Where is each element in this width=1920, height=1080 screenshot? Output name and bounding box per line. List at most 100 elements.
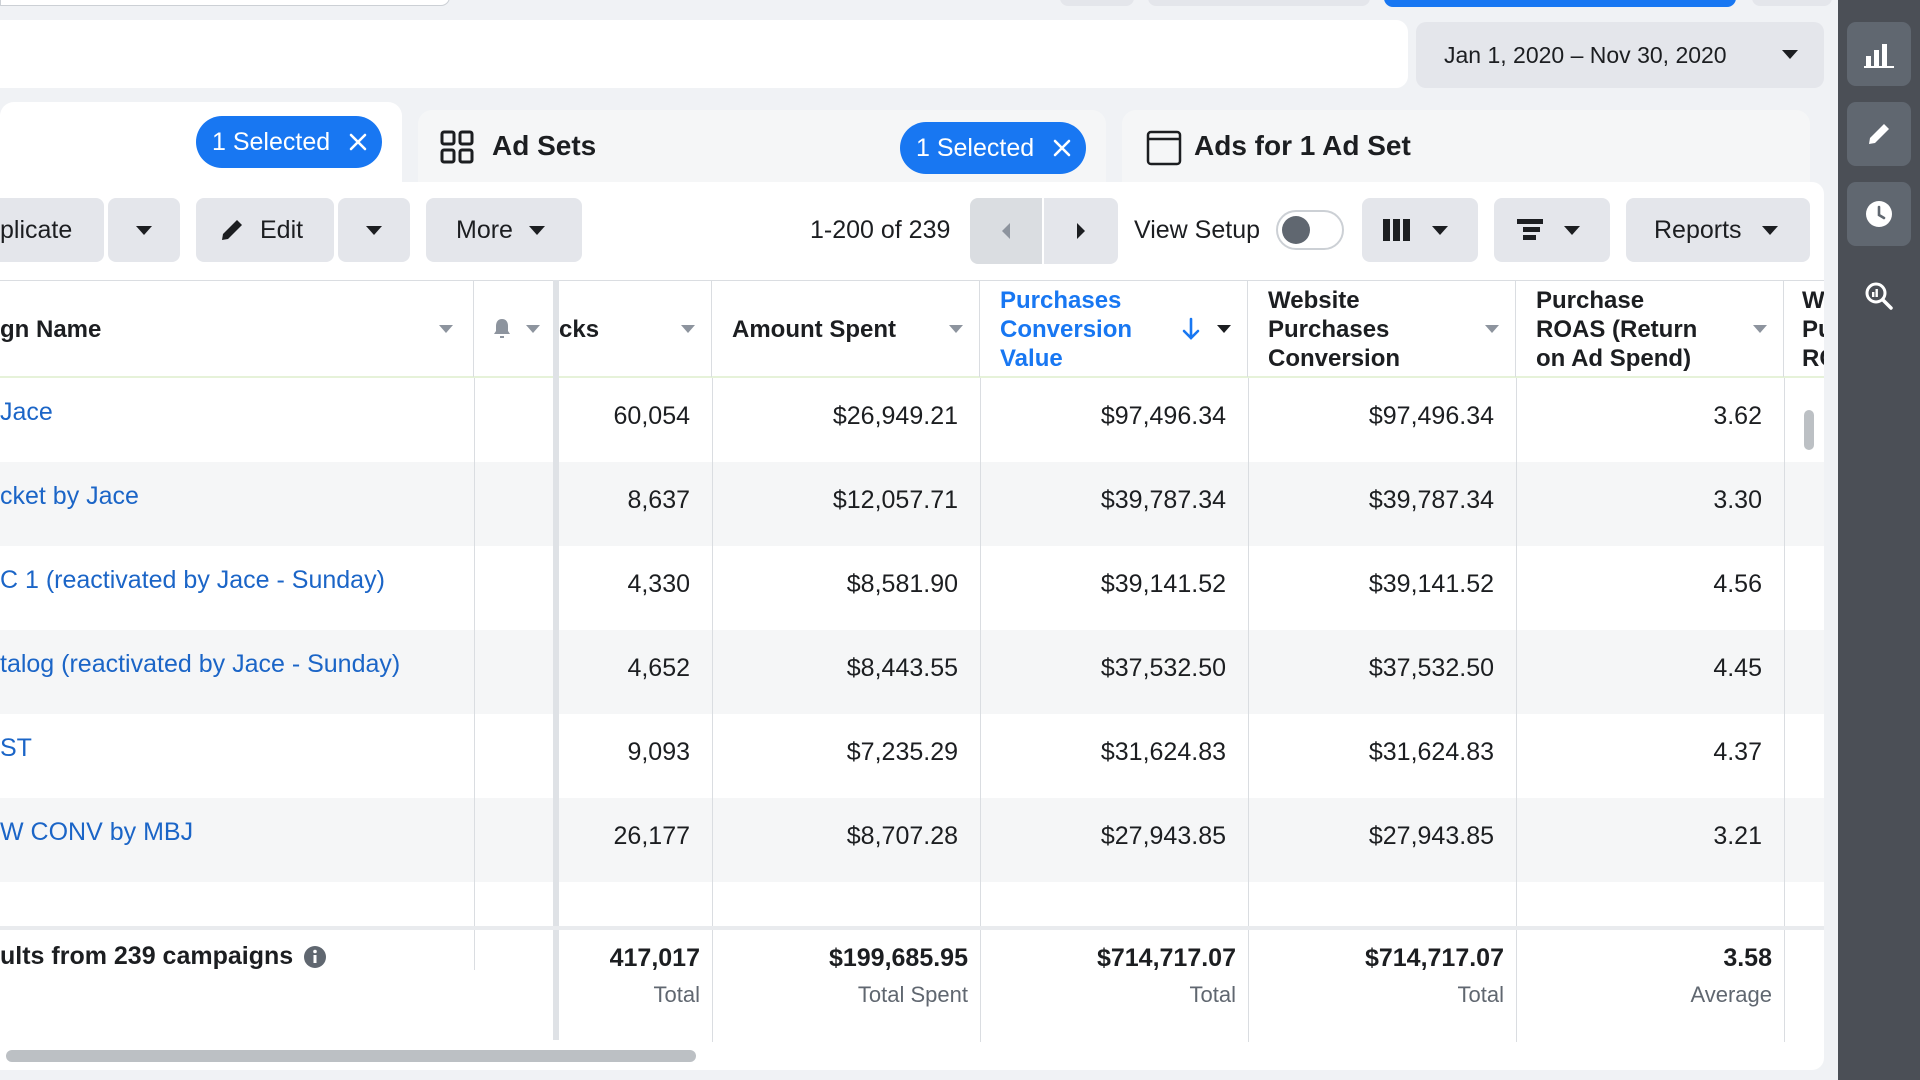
footer-clicks-total: 417,017 <box>609 944 700 972</box>
previous-page-button[interactable] <box>970 198 1042 264</box>
chevron-down-icon <box>1761 225 1778 235</box>
columns-button[interactable] <box>1362 198 1478 262</box>
campaign-name-link[interactable]: talog (reactivated by Jace - Sunday) <box>0 650 401 678</box>
more-button[interactable]: More <box>426 198 582 262</box>
column-header-amount-spent[interactable]: Amount Spent <box>712 281 980 377</box>
footer-divider <box>0 926 1824 930</box>
search-filter-bar[interactable] <box>0 20 1408 88</box>
cell-purchases-conversion-value: $39,787.34 <box>1100 486 1226 514</box>
frozen-column-divider[interactable] <box>553 280 559 1040</box>
column-header-label: gn Name <box>0 315 102 343</box>
duplicate-label: plicate <box>0 215 73 244</box>
column-header-delivery[interactable] <box>474 281 554 377</box>
tab-campaigns[interactable]: 1 Selected <box>0 102 402 184</box>
sort-descending-icon[interactable] <box>1182 317 1200 341</box>
sort-dropdown-icon[interactable] <box>1485 325 1499 333</box>
column-header-purchase-roas[interactable]: Purchase ROAS (Return on Ad Spend) <box>1516 281 1784 377</box>
duplicate-dropdown-button[interactable] <box>108 198 180 262</box>
sort-dropdown-icon[interactable] <box>681 325 695 333</box>
column-header-purchases-conversion-value[interactable]: Purchases Conversion Value <box>980 281 1248 377</box>
footer-web-conv-total: $714,717.07 <box>1364 944 1504 972</box>
ad-frame-icon <box>1146 130 1182 166</box>
ad-sets-selected-pill[interactable]: 1 Selected <box>900 122 1087 174</box>
edit-dropdown-button[interactable] <box>338 198 410 262</box>
top-button-4[interactable] <box>1752 0 1832 6</box>
table-row[interactable]: cket by Jace 8,637 $12,057.71 $39,787.34 $39… <box>0 462 1824 546</box>
date-range-picker[interactable]: Jan 1, 2020 – Nov 30, 2020 <box>1416 22 1824 88</box>
breakdown-icon <box>1517 219 1543 240</box>
campaign-name-link[interactable]: Jace <box>0 398 53 426</box>
campaign-name-link[interactable]: W CONV by MBJ <box>0 818 194 846</box>
footer-roas-average: 3.58 <box>1723 944 1772 972</box>
edit-panel-button[interactable] <box>1847 102 1911 166</box>
cell-website-purchases-conversion: $27,943.85 <box>1368 822 1494 850</box>
cell-purchases-conversion-value: $27,943.85 <box>1100 822 1226 850</box>
reports-label: Reports <box>1654 215 1742 244</box>
campaign-name-link[interactable]: ST <box>0 734 32 762</box>
column-header-extra[interactable]: W Pu RC <box>1784 281 1824 377</box>
chevron-left-icon <box>1002 223 1010 239</box>
table-row[interactable]: talog (reactivated by Jace - Sunday) 4,65… <box>0 630 1824 714</box>
breakdown-button[interactable] <box>1494 198 1610 262</box>
top-primary-button[interactable] <box>1384 0 1736 7</box>
edit-button[interactable]: Edit <box>196 198 334 262</box>
info-icon[interactable] <box>303 945 327 969</box>
duplicate-button[interactable]: plicate <box>0 198 104 262</box>
next-page-button[interactable] <box>1044 198 1118 264</box>
column-header-website-purchases-conversion[interactable]: Website Purchases Conversion <box>1248 281 1516 377</box>
cell-purchase-roas: 3.21 <box>1713 822 1762 850</box>
charts-button[interactable] <box>1847 22 1911 86</box>
inspect-button[interactable] <box>1847 264 1911 328</box>
cell-clicks: 9,093 <box>627 738 690 766</box>
column-divider <box>474 378 475 970</box>
chevron-down-icon <box>1564 225 1580 235</box>
cell-website-purchases-conversion: $39,141.52 <box>1368 570 1494 598</box>
selected-count-label: 1 Selected <box>212 127 331 156</box>
close-icon[interactable] <box>348 132 368 152</box>
table-row[interactable]: ST 9,093 $7,235.29 $31,624.83 $31,624.83 4.37 <box>0 714 1824 798</box>
view-setup-toggle[interactable] <box>1276 210 1344 250</box>
campaign-name-link[interactable]: C 1 (reactivated by Jace - Sunday) <box>0 566 385 594</box>
column-header-label: cks <box>559 315 600 343</box>
tab-ads-title: Ads for 1 Ad Set <box>1194 130 1411 161</box>
campaign-name-link[interactable]: cket by Jace <box>0 482 139 510</box>
close-icon[interactable] <box>1052 138 1072 158</box>
tab-ads[interactable]: Ads for 1 Ad Set <box>1122 110 1810 184</box>
cell-clicks: 26,177 <box>613 822 690 850</box>
clock-icon <box>1866 201 1892 227</box>
sort-dropdown-icon[interactable] <box>1753 325 1767 333</box>
footer-summary-label: ults from 239 campaigns <box>0 942 294 970</box>
campaigns-selected-pill[interactable]: 1 Selected <box>196 116 383 168</box>
column-header-name[interactable]: gn Name <box>0 281 474 377</box>
top-button-2[interactable] <box>1148 0 1370 6</box>
table-row[interactable]: W CONV by MBJ 26,177 $8,707.28 $27,943.85 $2… <box>0 798 1824 882</box>
column-divider <box>712 378 713 1042</box>
column-header-clicks[interactable]: cks <box>559 281 712 377</box>
table-row[interactable] <box>0 882 1824 926</box>
pencil-icon <box>222 220 242 240</box>
top-button-1[interactable] <box>1060 0 1134 6</box>
sort-dropdown-icon[interactable] <box>1217 325 1231 333</box>
chevron-down-icon <box>528 225 545 235</box>
table-row[interactable]: Jace 60,054 $26,949.21 $97,496.34 $97,496.34… <box>0 378 1824 462</box>
horizontal-scrollbar-thumb[interactable] <box>6 1050 696 1062</box>
view-setup-label: View Setup <box>1134 216 1261 244</box>
top-search-field[interactable] <box>0 0 450 6</box>
table-header: gn Name cks Amount Spent Purchases Conve… <box>0 280 1824 378</box>
tab-ad-sets[interactable]: Ad Sets 1 Selected <box>418 110 1106 184</box>
reports-button[interactable]: Reports <box>1626 198 1810 262</box>
cell-amount-spent: $26,949.21 <box>832 402 958 430</box>
sort-dropdown-icon[interactable] <box>949 325 963 333</box>
vertical-scrollbar-thumb[interactable] <box>1804 410 1814 450</box>
history-button[interactable] <box>1847 182 1911 246</box>
sort-dropdown-icon[interactable] <box>439 325 453 333</box>
cell-purchases-conversion-value: $37,532.50 <box>1100 654 1226 682</box>
campaigns-table-card: plicate Edit More 1-200 of 239 View Setu… <box>0 182 1824 1070</box>
sort-dropdown-icon[interactable] <box>526 325 540 333</box>
cell-website-purchases-conversion: $97,496.34 <box>1368 402 1494 430</box>
cell-clicks: 60,054 <box>613 402 690 430</box>
column-divider <box>980 378 981 1042</box>
chevron-down-icon <box>1782 50 1798 59</box>
table-row[interactable]: C 1 (reactivated by Jace - Sunday) 4,330 $… <box>0 546 1824 630</box>
footer-spent-sub: Total Spent <box>857 982 968 1007</box>
